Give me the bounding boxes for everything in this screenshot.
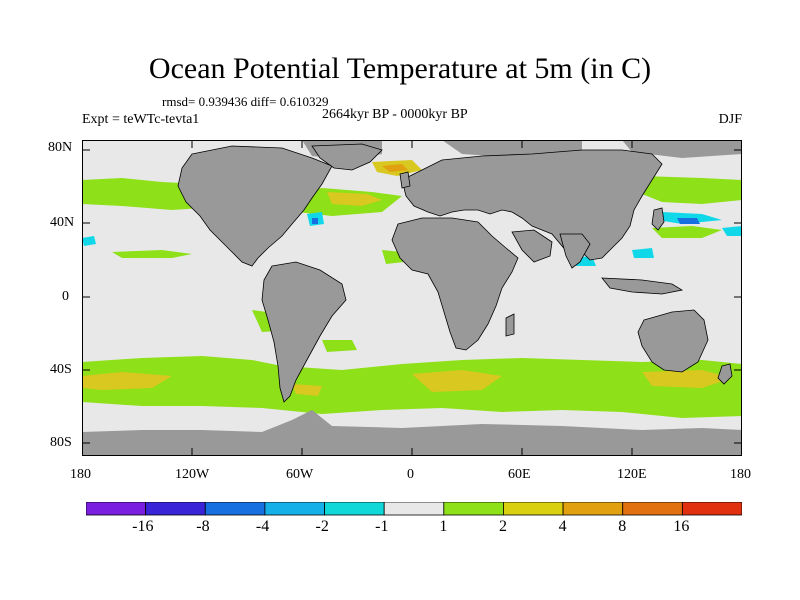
colorbar-label: -1 [375, 518, 389, 535]
colorbar-box [503, 502, 564, 516]
lat-label: 0 [62, 289, 69, 304]
south-america [261, 261, 347, 403]
lon-label: 0 [407, 467, 414, 482]
australia [637, 309, 709, 373]
colorbar-label: -2 [315, 518, 329, 535]
colorbar-label: -4 [255, 518, 270, 535]
lat-label: 80S [50, 435, 72, 450]
arctic-ice [622, 140, 742, 158]
chart-title: Ocean Potential Temperature at 5m (in C) [148, 52, 652, 85]
greenland [311, 143, 383, 171]
colorbar-box [562, 502, 624, 516]
colorbar-label: 8 [618, 518, 627, 535]
strong-anomaly-south [82, 370, 732, 396]
orange-anomaly [382, 164, 408, 172]
stats-text: rmsd= 0.939436 diff= 0.610329 [162, 94, 329, 109]
colorbar-label: -16 [132, 518, 154, 535]
colorbar-label: 1 [439, 518, 448, 535]
strong-cool-anomaly [312, 218, 700, 224]
lon-label: 120E [617, 467, 647, 482]
new-zealand [717, 363, 733, 385]
period-text: 2664kyr BP - 0000kyr BP [322, 107, 468, 122]
experiment-text: Expt = teWTc-tevta1 [82, 112, 200, 127]
colorbar-label: 16 [673, 518, 690, 535]
lat-label: 40N [50, 215, 75, 230]
colorbar-box [443, 502, 504, 516]
uk [399, 171, 411, 189]
colorbar-box [145, 502, 206, 516]
colorbar-box [622, 502, 683, 516]
north-america [177, 145, 333, 267]
arabia [511, 229, 553, 263]
colorbar-box [681, 502, 742, 516]
colorbar-label: 4 [558, 518, 567, 535]
colorbar-box [264, 502, 325, 516]
colorbar-box [86, 502, 147, 516]
world-map [82, 140, 742, 456]
colorbar [86, 502, 742, 516]
axis-ticks [82, 140, 742, 456]
madagascar [505, 313, 515, 337]
lon-label: 180 [730, 467, 751, 482]
africa [391, 217, 519, 351]
lon-label: 60W [286, 467, 314, 482]
lon-label: 120W [175, 467, 210, 482]
indonesia [601, 277, 684, 295]
antarctica [82, 410, 742, 456]
lon-label: 60E [508, 467, 531, 482]
japan [651, 207, 665, 231]
colorbar-label: 2 [498, 518, 507, 535]
season-text: DJF [718, 112, 742, 127]
lon-label: 180 [70, 467, 91, 482]
lat-label: 40S [50, 362, 72, 377]
lat-label: 80N [48, 140, 73, 155]
colorbar-box [383, 502, 445, 516]
colorbar-box [204, 502, 266, 516]
india [559, 233, 591, 269]
colorbar-box [324, 502, 385, 516]
colorbar-label: -8 [196, 518, 210, 535]
